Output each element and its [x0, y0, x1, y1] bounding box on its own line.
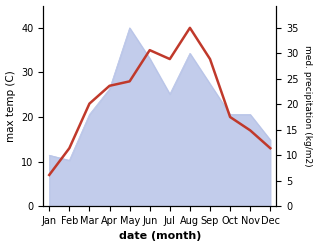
- X-axis label: date (month): date (month): [119, 231, 201, 242]
- Y-axis label: med. precipitation (kg/m2): med. precipitation (kg/m2): [303, 45, 313, 167]
- Y-axis label: max temp (C): max temp (C): [5, 70, 16, 142]
